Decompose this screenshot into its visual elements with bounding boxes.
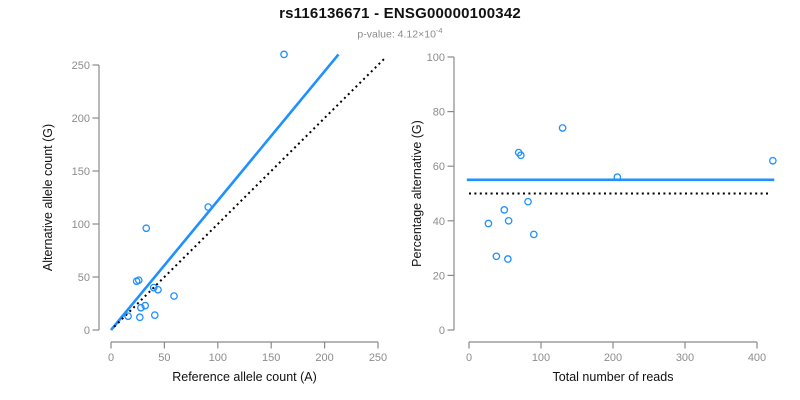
y-tick-label: 150 <box>72 166 90 178</box>
y-tick-label: 0 <box>439 325 445 337</box>
data-point <box>154 285 162 294</box>
x-tick-label: 100 <box>209 352 227 364</box>
data-point <box>150 311 159 320</box>
p-value-text: p-value: 4.12×10 <box>357 28 436 41</box>
x-tick-label: 300 <box>676 352 694 364</box>
y-tick-label: 20 <box>433 270 445 282</box>
data-point <box>141 301 150 310</box>
data-point <box>524 197 532 206</box>
data-point <box>492 252 501 261</box>
data-point <box>204 203 213 211</box>
chart-title: rs116136671 - ENSG00000100342 <box>279 5 521 22</box>
x-tick-label: 200 <box>604 352 622 364</box>
data-point <box>500 206 509 214</box>
x-tick-label: 150 <box>262 352 280 364</box>
x-tick-label: 50 <box>158 352 170 364</box>
p-value-exponent: -4 <box>435 26 443 35</box>
y-tick-label: 60 <box>433 161 445 173</box>
x-axis-title: Total number of reads <box>553 370 674 384</box>
x-tick-label: 0 <box>466 352 472 364</box>
data-point <box>280 50 288 59</box>
y-axis-title: Percentage alternative (G) <box>410 120 424 267</box>
y-tick-label: 100 <box>427 52 445 64</box>
x-tick-label: 100 <box>532 352 550 364</box>
data-point <box>529 230 538 239</box>
y-tick-label: 50 <box>78 272 90 284</box>
y-tick-label: 0 <box>84 325 90 337</box>
y-tick-label: 80 <box>433 107 445 119</box>
data-point <box>134 276 143 285</box>
data-point <box>504 216 513 225</box>
p-value-subtitle: p-value: 4.12×10-4 <box>0 26 800 41</box>
x-axis-title: Reference allele count (A) <box>172 370 317 384</box>
data-point <box>142 224 151 233</box>
data-point <box>613 173 622 181</box>
data-point <box>558 124 567 132</box>
y-tick-label: 200 <box>72 113 90 125</box>
data-point <box>516 151 525 160</box>
y-tick-label: 250 <box>72 60 90 72</box>
x-tick-label: 0 <box>108 352 114 364</box>
x-tick-label: 250 <box>369 352 387 364</box>
fit-line <box>109 53 340 331</box>
identity-line <box>113 56 387 328</box>
x-tick-label: 200 <box>315 352 333 364</box>
x-tick-label: 400 <box>748 352 766 364</box>
data-point <box>137 303 145 312</box>
data-point <box>149 283 158 292</box>
data-point <box>504 255 512 263</box>
y-tick-label: 100 <box>72 219 90 231</box>
y-axis-title: Alternative allele count (G) <box>41 124 55 271</box>
data-point <box>484 219 493 228</box>
allele-counts-plot: 0 50 100 150 200 250 0 50 100 150 200 250 Reference … <box>41 50 387 384</box>
data-point <box>135 313 144 322</box>
data-point <box>170 292 178 300</box>
data-point <box>768 156 777 165</box>
data-point <box>124 312 132 321</box>
y-tick-label: 40 <box>433 216 445 228</box>
